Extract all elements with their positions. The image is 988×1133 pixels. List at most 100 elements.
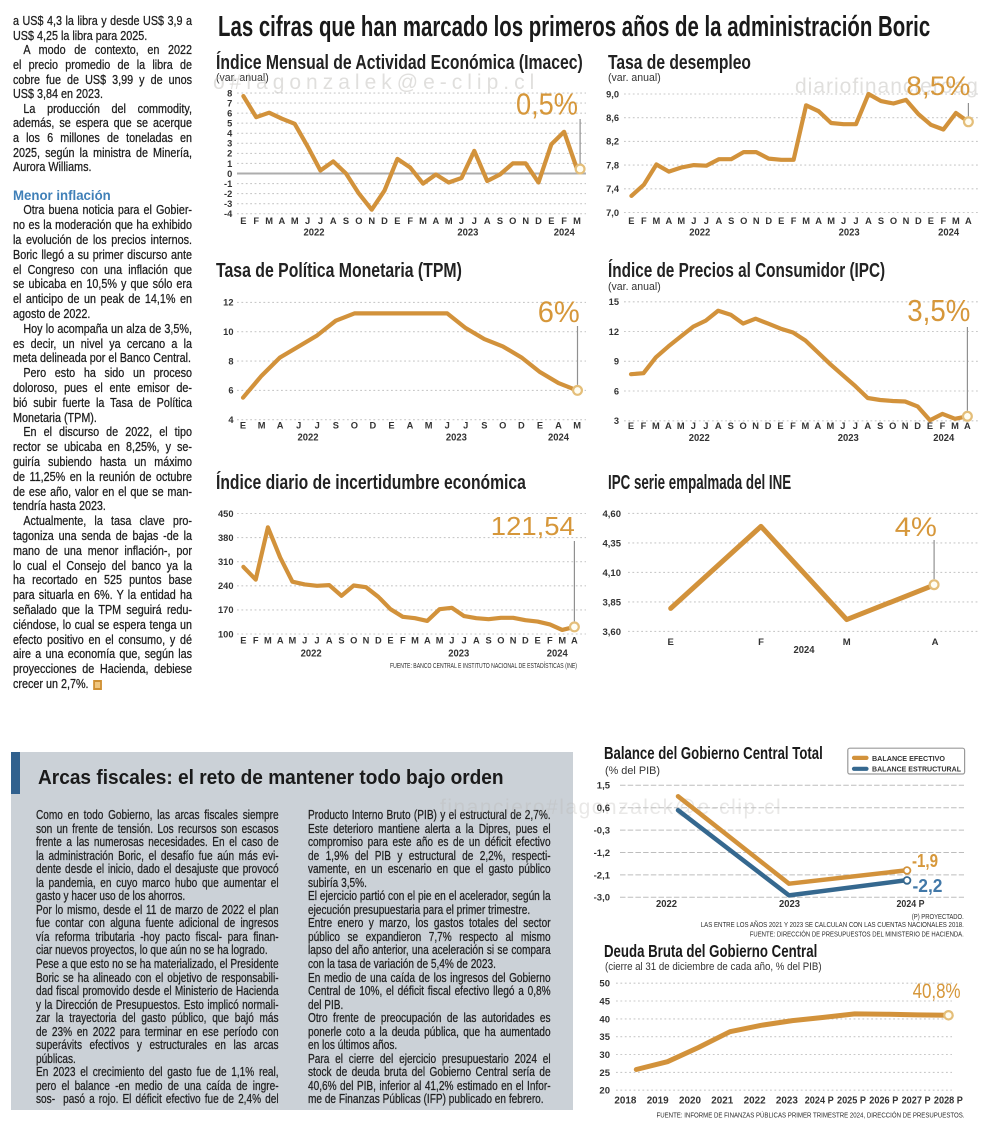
svg-text:E: E — [240, 421, 246, 431]
svg-text:J: J — [449, 636, 454, 646]
svg-text:3: 3 — [614, 416, 619, 426]
svg-text:A: A — [665, 421, 672, 431]
svg-text:BALANCE EFECTIVO: BALANCE EFECTIVO — [872, 754, 945, 763]
svg-text:2023: 2023 — [839, 227, 860, 239]
svg-text:M: M — [827, 216, 835, 226]
svg-text:E: E — [628, 421, 634, 431]
svg-text:2026 P: 2026 P — [869, 1096, 898, 1107]
svg-text:E: E — [778, 216, 784, 226]
svg-text:2022: 2022 — [301, 648, 322, 660]
svg-text:A: A — [865, 216, 872, 226]
svg-text:E: E — [240, 636, 246, 646]
svg-text:M: M — [264, 636, 272, 646]
svg-text:A: A — [484, 216, 491, 226]
svg-text:6: 6 — [227, 109, 232, 119]
svg-text:M: M — [411, 636, 419, 646]
svg-text:M: M — [677, 216, 685, 226]
svg-text:-4: -4 — [224, 209, 233, 219]
svg-text:A: A — [555, 421, 562, 431]
svg-text:8,6: 8,6 — [606, 113, 619, 123]
svg-text:170: 170 — [218, 605, 234, 615]
svg-text:BALANCE ESTRUCTURAL: BALANCE ESTRUCTURAL — [872, 765, 962, 774]
svg-text:M: M — [425, 421, 433, 431]
svg-text:4: 4 — [228, 415, 234, 425]
svg-text:N: N — [753, 216, 760, 226]
svg-text:2023: 2023 — [838, 432, 859, 444]
svg-text:2021: 2021 — [711, 1096, 733, 1107]
svg-text:-2,1: -2,1 — [594, 870, 611, 881]
svg-text:E: E — [548, 216, 554, 226]
svg-text:A: A — [279, 216, 286, 226]
svg-text:8: 8 — [227, 88, 232, 98]
svg-text:7: 7 — [227, 98, 232, 108]
svg-text:A: A — [424, 636, 431, 646]
svg-text:S: S — [485, 636, 491, 646]
svg-text:-1,9: -1,9 — [912, 851, 938, 871]
svg-text:15: 15 — [609, 297, 619, 307]
svg-text:S: S — [728, 216, 734, 226]
svg-text:0,5%: 0,5% — [516, 87, 578, 122]
svg-text:E: E — [668, 637, 674, 648]
svg-text:-1: -1 — [224, 179, 232, 189]
svg-text:E: E — [387, 636, 393, 646]
svg-text:5: 5 — [227, 119, 232, 129]
svg-text:50: 50 — [599, 979, 610, 990]
svg-text:J: J — [296, 421, 301, 431]
svg-text:M: M — [952, 216, 960, 226]
svg-text:4%: 4% — [895, 512, 937, 542]
svg-text:3,85: 3,85 — [603, 597, 622, 608]
svg-text:8: 8 — [228, 356, 233, 366]
svg-text:O: O — [509, 216, 516, 226]
svg-text:A: A — [330, 216, 337, 226]
svg-text:S: S — [728, 421, 734, 431]
svg-text:F: F — [547, 636, 553, 646]
svg-text:2024 P: 2024 P — [897, 898, 925, 910]
svg-text:12: 12 — [609, 327, 619, 337]
svg-text:25: 25 — [599, 1068, 610, 1079]
svg-text:O: O — [355, 216, 362, 226]
svg-text:A: A — [815, 421, 822, 431]
svg-text:M: M — [802, 421, 810, 431]
svg-text:A: A — [715, 421, 722, 431]
svg-text:M: M — [802, 216, 810, 226]
svg-text:2024: 2024 — [794, 644, 815, 656]
svg-text:O: O — [740, 216, 747, 226]
svg-text:N: N — [752, 421, 759, 431]
svg-text:2023: 2023 — [446, 432, 467, 444]
svg-text:F: F — [407, 216, 413, 226]
svg-text:D: D — [375, 636, 382, 646]
svg-text:2: 2 — [227, 149, 232, 159]
svg-text:J: J — [305, 216, 310, 226]
svg-text:F: F — [641, 216, 647, 226]
svg-text:S: S — [878, 216, 884, 226]
svg-text:D: D — [765, 421, 772, 431]
svg-text:45: 45 — [599, 996, 610, 1007]
svg-text:FUENTE: BANCO CENTRAL E INSTIT: FUENTE: BANCO CENTRAL E INSTITUTO NACION… — [390, 661, 577, 670]
svg-text:J: J — [315, 421, 320, 431]
svg-text:2023: 2023 — [457, 227, 478, 239]
svg-text:A: A — [571, 636, 578, 646]
svg-text:450: 450 — [218, 509, 234, 519]
svg-text:J: J — [314, 636, 319, 646]
svg-text:2028 P: 2028 P — [934, 1096, 963, 1107]
svg-text:E: E — [240, 216, 246, 226]
svg-text:E: E — [928, 216, 934, 226]
svg-text:-2: -2 — [224, 189, 232, 199]
svg-text:A: A — [407, 421, 414, 431]
svg-text:M: M — [827, 421, 835, 431]
svg-text:LAS ENTRE LOS AÑOS 2021 Y 2023: LAS ENTRE LOS AÑOS 2021 Y 2023 SE CALCUL… — [701, 920, 964, 929]
svg-text:4: 4 — [227, 129, 233, 139]
svg-text:A: A — [815, 216, 822, 226]
svg-text:D: D — [522, 636, 529, 646]
svg-text:N: N — [363, 636, 370, 646]
svg-text:J: J — [691, 421, 696, 431]
svg-text:310: 310 — [218, 557, 234, 567]
svg-text:D: D — [518, 421, 525, 431]
svg-text:8,5%: 8,5% — [906, 71, 970, 101]
svg-text:1,5: 1,5 — [597, 781, 611, 792]
svg-text:M: M — [445, 216, 453, 226]
svg-text:A: A — [964, 421, 971, 431]
svg-text:F: F — [253, 636, 259, 646]
svg-text:2024: 2024 — [938, 227, 959, 239]
svg-text:40,8%: 40,8% — [913, 980, 961, 1003]
